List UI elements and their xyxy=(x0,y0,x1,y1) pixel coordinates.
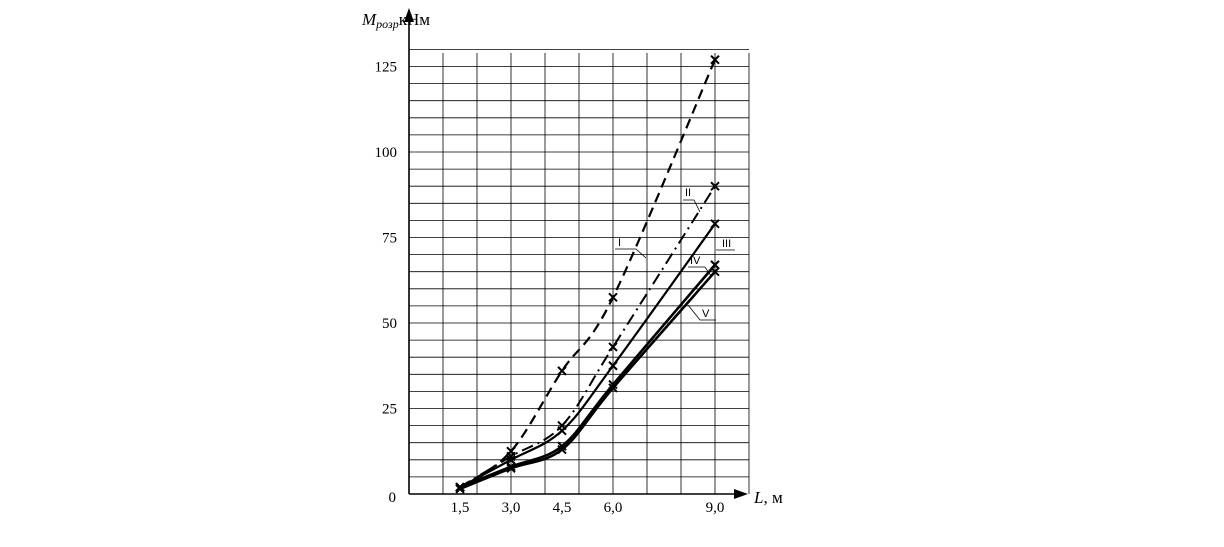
data-point xyxy=(608,379,618,390)
x-axis-title: L, м xyxy=(753,488,783,507)
x-tick-label: 6,0 xyxy=(604,500,623,516)
x-axis-arrow xyxy=(734,489,748,499)
data-point xyxy=(608,383,618,393)
data-point xyxy=(710,266,720,277)
data-point xyxy=(710,219,720,229)
data-point xyxy=(710,181,720,191)
tick-labels: 0 25 50 75 100 125 1,5 3,0 4,5 6,0 9,0 xyxy=(375,60,725,517)
x-tick-label: 1,5 xyxy=(451,500,470,516)
series-label-III: III xyxy=(722,238,731,250)
data-point xyxy=(506,463,516,474)
grid xyxy=(409,49,750,494)
data-point xyxy=(608,292,618,303)
series-label-II: II xyxy=(685,187,691,199)
x-tick-label: 4,5 xyxy=(553,500,572,516)
series xyxy=(455,54,720,494)
series-label-leader xyxy=(687,304,716,321)
data-point xyxy=(557,444,567,455)
series-line-V xyxy=(459,270,716,491)
y-axis-arrow xyxy=(404,8,414,22)
data-point xyxy=(608,342,618,352)
data-point xyxy=(608,361,618,371)
data-point xyxy=(710,260,720,270)
data-point xyxy=(455,484,465,494)
series-line-IV xyxy=(459,264,716,489)
series-label-I: I xyxy=(618,237,621,249)
x-axis-unit: , м xyxy=(763,488,783,507)
y-tick-label: 125 xyxy=(375,60,398,76)
series-line-III xyxy=(459,223,716,489)
series-label-leader xyxy=(688,266,712,277)
y-axis-subscript: розр xyxy=(375,17,399,31)
y-tick-label: 75 xyxy=(382,231,397,247)
y-tick-label: 25 xyxy=(382,402,397,418)
series-label-leader xyxy=(615,248,647,259)
x-tick-label: 3,0 xyxy=(502,500,521,516)
series-line-II xyxy=(459,185,716,489)
series-line-I xyxy=(459,59,717,489)
y-axis-title: MрозркНм xyxy=(361,10,430,31)
y-axis-unit: кНм xyxy=(399,10,431,29)
axes xyxy=(404,8,748,499)
series-label-leader xyxy=(683,199,701,213)
series-label-V: V xyxy=(702,308,710,320)
y-tick-label: 0 xyxy=(389,490,397,506)
data-point xyxy=(455,482,465,492)
y-axis-symbol: M xyxy=(361,10,377,29)
x-tick-label: 9,0 xyxy=(706,500,725,516)
data-point xyxy=(506,455,516,465)
data-point xyxy=(557,426,567,436)
y-tick-label: 50 xyxy=(382,316,397,332)
y-tick-label: 100 xyxy=(375,145,398,161)
data-point xyxy=(710,54,720,65)
series-label-IV: IV xyxy=(690,255,701,267)
x-axis-symbol: L xyxy=(753,488,763,507)
data-point xyxy=(557,366,567,376)
